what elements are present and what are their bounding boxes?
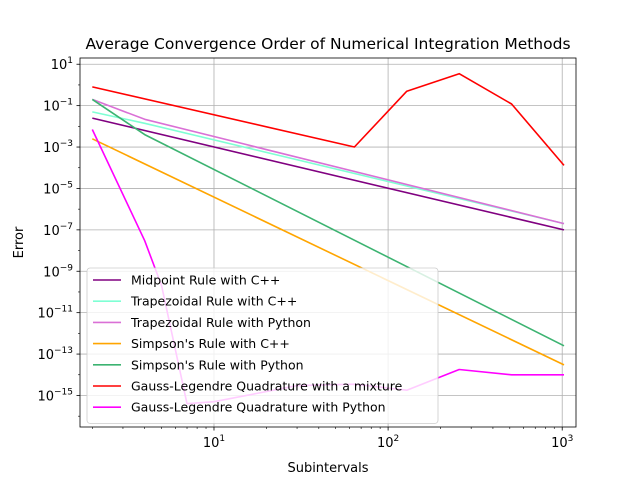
y-axis-label: Error [12,226,27,258]
legend-entry: Simpson's Rule with Python [131,357,304,372]
x-tick-label: 103 [551,434,573,451]
x-tick-label: 101 [203,434,225,451]
legend-entry: Midpoint Rule with C++ [131,273,280,288]
plot-frame [79,57,577,428]
x-tick-label: 102 [377,434,399,451]
ticks: 101 102 103 101 10−1 10−3 10−5 10−7 10−9 10−11 10−… [37,56,573,451]
legend: Midpoint Rule with C++ Trapezoidal Rule w… [86,267,439,424]
series-line-6 [92,72,565,166]
series-line-2 [92,111,565,225]
y-tick-label: 10−15 [37,387,73,404]
y-tick-label: 10−9 [43,263,73,280]
legend-box [86,267,439,424]
y-tick-label: 101 [51,56,73,73]
legend-entry: Simpson's Rule with C++ [131,336,290,351]
legend-entry: Gauss-Legendre Quadrature with a mixture [131,379,403,394]
legend-entry: Trapezoidal Rule with C++ [130,294,297,309]
series-line-4 [91,138,565,366]
legend-entry: Trapezoidal Rule with Python [130,315,311,330]
series-line-3 [92,98,565,225]
legend-entry: Gauss-Legendre Quadrature with Python [131,400,386,415]
x-axis-label: Subintervals [287,461,368,476]
chart-title: Average Convergence Order of Numerical I… [85,35,570,53]
y-tick-label: 10−13 [37,346,73,363]
y-tick-label: 10−3 [43,139,73,156]
y-tick-label: 10−1 [43,98,73,115]
y-tick-label: 10−11 [37,305,73,322]
y-tick-label: 10−5 [43,180,73,197]
y-tick-label: 10−7 [43,222,73,239]
series-line-1 [92,117,565,231]
